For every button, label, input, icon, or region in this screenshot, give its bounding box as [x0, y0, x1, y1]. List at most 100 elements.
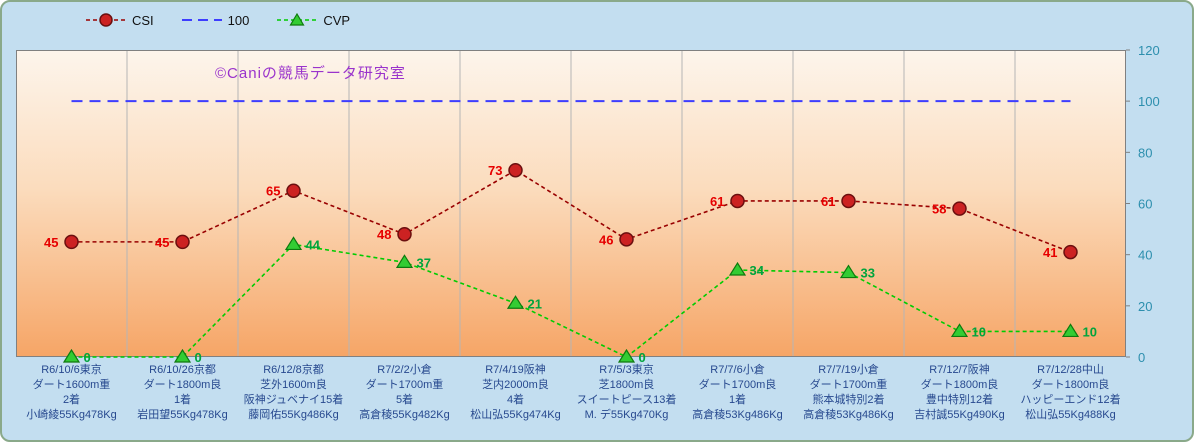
x-axis-label-line: R7/12/7阪神: [929, 364, 990, 376]
cvp-data-label: 37: [417, 255, 431, 270]
x-axis-label-line: 吉村誠55Kg490Kg: [914, 409, 1005, 421]
x-axis-label-line: ダート1800m良: [143, 379, 222, 391]
cvp-series-line: [71, 243, 1071, 358]
cvp-marker: [1061, 323, 1080, 338]
chart-legend: CSI 100 CVP: [86, 7, 350, 33]
watermark: ©Caniの競馬データ研究室: [215, 65, 406, 82]
csi-data-label: 61: [821, 194, 835, 209]
x-axis-label-line: 高倉稜53Kg486Kg: [692, 409, 783, 421]
plot-border: [16, 50, 1126, 357]
csi-marker: [397, 226, 412, 242]
legend-label-100: 100: [227, 12, 250, 28]
x-axis-label-line: ダート1700m重: [809, 379, 888, 391]
legend-item-100: 100: [181, 12, 250, 28]
y-axis-tick-label: 40: [1138, 248, 1152, 263]
x-axis-label-10: R7/12/28中山 ダート1800m良 ハッピーエンド12着 松山弘55Kg488K…: [1015, 363, 1126, 423]
x-axis-label-line: 5着: [395, 394, 414, 406]
cvp-marker: [617, 348, 636, 363]
legend-label-cvp: CVP: [323, 12, 351, 28]
cvp-marker: [839, 264, 858, 279]
csi-marker: [286, 183, 301, 198]
x-axis-label-line: R7/4/19阪神: [485, 364, 546, 376]
csi-data-label: 65: [266, 184, 280, 199]
cvp-marker: [506, 295, 525, 309]
cvp-data-label: 0: [195, 350, 202, 365]
x-axis-label-1: R6/10/6東京 ダート1600m重 2着小崎綾55Kg478Kg: [16, 363, 127, 423]
x-axis-label-2: R6/10/26京都 ダート1800m良 1着 岩田望55Kg478Kg: [127, 363, 238, 423]
csi-data-label: 45: [44, 235, 58, 250]
x-axis: R6/10/6東京 ダート1600m重 2着小崎綾55Kg478Kg R6/10/26…: [16, 363, 1126, 423]
cvp-marker: [950, 323, 969, 338]
x-axis-label-line: R7/12/28中山: [1037, 364, 1104, 376]
cvp-marker: [173, 348, 192, 363]
x-axis-label-line: スイートピース13着: [576, 394, 677, 406]
legend-item-csi: CSI: [86, 12, 154, 28]
cvp-data-label: 33: [861, 266, 875, 281]
y-axis-tick-label: 100: [1138, 94, 1160, 109]
x-axis-label-line: 芝1800m良: [598, 379, 655, 391]
x-axis-label-line: 高倉稜55Kg482Kg: [359, 409, 450, 421]
legend-label-csi: CSI: [132, 12, 154, 28]
csi-data-label: 48: [377, 227, 391, 242]
csi-data-label: 73: [488, 163, 502, 178]
csi-series-sample-icon: [86, 13, 126, 27]
x-axis-label-line: M. デ55Kg470Kg: [584, 409, 669, 421]
csi-marker: [508, 162, 523, 178]
x-axis-label-7: R7/7/6小倉 ダート1700m良 1着高倉稜53Kg486Kg: [682, 363, 793, 423]
x-axis-label-line: 芝内2000m良: [482, 379, 549, 391]
x-axis-label-line: 藤岡佑55Kg486Kg: [248, 409, 339, 421]
x-axis-label-9: R7/12/7阪神 ダート1800m良 豊中特別12着 吉村誠55Kg490Kg: [904, 363, 1015, 423]
x-axis-label-line: 1着: [173, 394, 192, 406]
y-axis-tick-label: 60: [1138, 197, 1152, 212]
x-axis-label-line: R7/5/3東京: [599, 364, 654, 376]
cvp-data-label: 34: [750, 263, 765, 278]
csi-data-label: 45: [155, 235, 169, 250]
cvp-series-sample-icon: [277, 12, 318, 26]
plot-area: 0 20 40 60 80 100 120 0 0 44 37 21 0 34 33 10 10 45 45 65 48…: [16, 43, 1160, 365]
cvp-data-label: 44: [306, 237, 321, 252]
x-axis-label-line: 阪神ジュベナイ15着: [243, 394, 344, 406]
reference-line-sample-icon: [181, 19, 222, 21]
x-axis-label-line: R6/10/26京都: [149, 364, 216, 376]
csi-marker: [619, 232, 634, 247]
x-axis-label-line: 豊中特別12着: [925, 394, 994, 406]
x-axis-label-3: R6/12/8京都 芝外1600m良 阪神ジュベナイ15着 藤岡佑55Kg486Kg: [238, 363, 349, 423]
cvp-data-label: 0: [639, 350, 646, 365]
cvp-marker: [728, 261, 747, 276]
x-axis-label-line: ダート1700m良: [698, 379, 777, 391]
cvp-data-label: 10: [1083, 324, 1097, 339]
x-axis-label-line: ハッピーエンド12着: [1020, 394, 1121, 406]
csi-marker: [730, 193, 745, 209]
x-axis-label-line: R6/12/8京都: [263, 364, 324, 376]
cvp-marker: [284, 236, 303, 251]
x-axis-label-4: R7/2/2小倉 ダート1700m重 5着 高倉稜55Kg482Kg: [349, 363, 460, 423]
csi-marker: [841, 193, 856, 209]
x-axis-label-line: 高倉稜53Kg486Kg: [803, 409, 894, 421]
x-axis-label-line: R6/10/6東京: [41, 364, 102, 376]
cvp-marker: [62, 348, 81, 363]
cvp-marker: [395, 254, 414, 268]
x-axis-label-line: 4着: [506, 394, 525, 406]
x-axis-label-line: 松山弘55Kg488Kg: [1025, 409, 1116, 421]
x-axis-label-line: ダート1800m良: [1031, 379, 1110, 391]
csi-data-label: 61: [710, 194, 724, 209]
x-axis-label-line: R7/7/6小倉: [710, 364, 765, 376]
y-axis-tick-label: 80: [1138, 145, 1152, 160]
legend-item-cvp: CVP: [277, 12, 350, 28]
csi-marker: [64, 234, 79, 250]
x-axis-label-line: ダート1800m良: [920, 379, 999, 391]
x-axis-label-line: R7/2/2小倉: [377, 364, 432, 376]
cvp-data-label: 21: [528, 296, 542, 311]
csi-marker: [175, 234, 190, 250]
x-axis-label-line: 1着: [728, 394, 747, 406]
y-axis-tick-label: 120: [1138, 43, 1160, 58]
x-axis-label-line: 松山弘55Kg474Kg: [470, 409, 561, 421]
csi-data-label: 58: [932, 202, 946, 217]
x-axis-label-line: ダート1600m重: [32, 379, 111, 391]
x-axis-label-line: 2着: [62, 394, 81, 406]
csi-data-label: 46: [599, 232, 613, 247]
csi-data-label: 41: [1043, 245, 1057, 260]
x-axis-label-line: R7/7/19小倉: [818, 364, 879, 376]
x-axis-label-line: 小崎綾55Kg478Kg: [26, 409, 117, 421]
